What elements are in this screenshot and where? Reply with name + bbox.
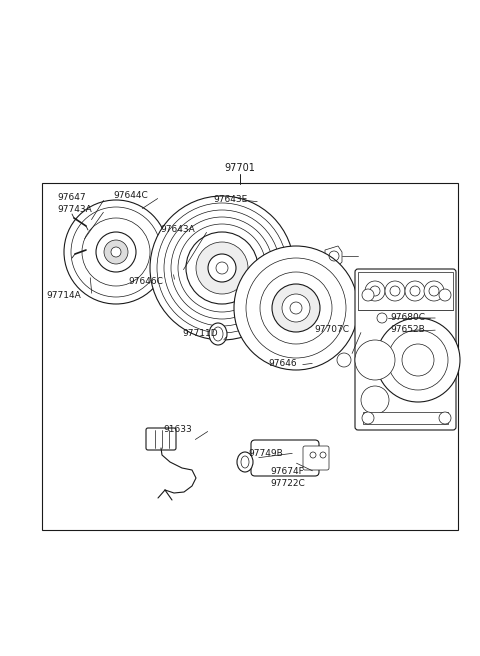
Circle shape <box>186 232 258 304</box>
Text: 97643E: 97643E <box>213 195 247 205</box>
Circle shape <box>365 281 385 301</box>
Circle shape <box>282 294 310 322</box>
Text: 97722C: 97722C <box>270 480 305 489</box>
Circle shape <box>150 196 294 340</box>
Ellipse shape <box>209 323 227 345</box>
Circle shape <box>272 284 320 332</box>
Circle shape <box>234 246 358 370</box>
Circle shape <box>104 240 128 264</box>
Text: 97646: 97646 <box>268 358 297 367</box>
Text: 97644C: 97644C <box>113 190 148 199</box>
Text: 91633: 91633 <box>163 426 192 434</box>
Circle shape <box>362 289 374 301</box>
Circle shape <box>361 386 389 414</box>
Circle shape <box>196 242 248 294</box>
Circle shape <box>111 247 121 257</box>
Bar <box>363 412 448 424</box>
Text: 97701: 97701 <box>225 163 255 173</box>
Circle shape <box>405 281 425 301</box>
Text: 97707C: 97707C <box>314 325 349 335</box>
Circle shape <box>208 254 236 282</box>
FancyBboxPatch shape <box>251 440 319 476</box>
Circle shape <box>64 200 168 304</box>
Text: 97643A: 97643A <box>160 226 195 234</box>
Circle shape <box>337 353 351 367</box>
Text: 97749B: 97749B <box>248 449 283 457</box>
Circle shape <box>439 289 451 301</box>
Ellipse shape <box>237 452 253 472</box>
FancyBboxPatch shape <box>303 446 329 470</box>
Circle shape <box>385 281 405 301</box>
Text: 97714A: 97714A <box>46 291 81 300</box>
Circle shape <box>424 281 444 301</box>
Circle shape <box>377 313 387 323</box>
Text: 97743A: 97743A <box>57 205 92 215</box>
Circle shape <box>439 412 451 424</box>
Polygon shape <box>325 246 342 266</box>
Circle shape <box>260 272 332 344</box>
Bar <box>42 183 458 530</box>
FancyBboxPatch shape <box>355 269 456 430</box>
FancyBboxPatch shape <box>146 428 176 450</box>
Circle shape <box>362 412 374 424</box>
Polygon shape <box>355 326 384 337</box>
Text: 97674F: 97674F <box>270 468 304 476</box>
Circle shape <box>355 340 395 380</box>
Ellipse shape <box>164 264 186 292</box>
Text: 97652B: 97652B <box>390 325 425 335</box>
Circle shape <box>376 318 460 402</box>
Text: 97680C: 97680C <box>390 312 425 321</box>
Text: 97646C: 97646C <box>128 277 163 287</box>
Text: 97647: 97647 <box>57 194 85 203</box>
Circle shape <box>96 232 136 272</box>
Text: 97711D: 97711D <box>182 329 217 337</box>
Bar <box>358 272 453 310</box>
